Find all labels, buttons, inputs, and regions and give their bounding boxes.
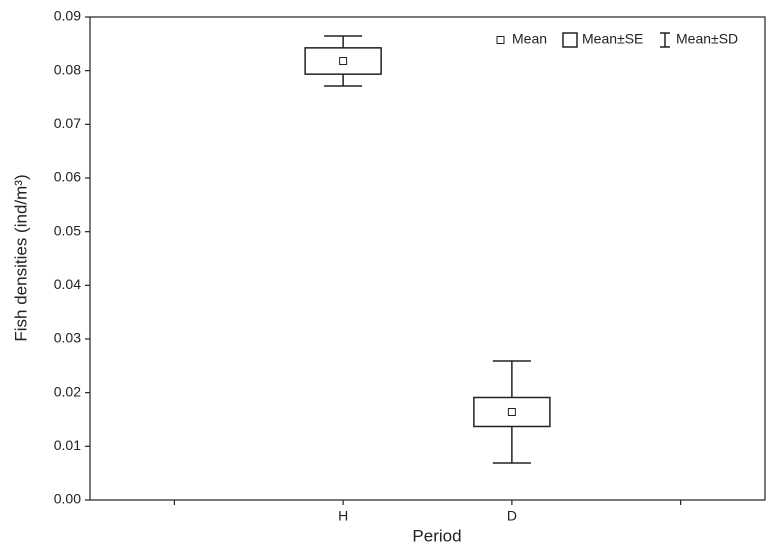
x-tick-label: D <box>507 508 517 524</box>
y-tick-label: 0.06 <box>54 169 81 185</box>
y-tick-label: 0.00 <box>54 491 81 507</box>
y-tick-label: 0.02 <box>54 383 81 399</box>
y-axis-title: Fish densities (ind/m³) <box>11 174 30 341</box>
legend-sd-icon <box>660 32 670 48</box>
y-tick-label: 0.09 <box>54 8 81 24</box>
y-tick-label: 0.08 <box>54 61 81 77</box>
y-tick-label: 0.01 <box>54 437 81 453</box>
y-tick-label: 0.05 <box>54 222 81 238</box>
y-tick-label: 0.07 <box>54 115 81 131</box>
plot-frame <box>89 16 766 501</box>
x-tick-label: H <box>338 508 348 524</box>
legend-label: Mean±SD <box>676 31 738 47</box>
mean-marker <box>507 407 516 416</box>
x-axis-title: Period <box>412 526 461 545</box>
y-tick-label: 0.04 <box>54 276 81 292</box>
y-tick-label: 0.03 <box>54 330 81 346</box>
legend-mean-icon <box>496 36 505 44</box>
legend-label: Mean±SE <box>582 31 643 47</box>
legend-se-icon <box>562 32 578 48</box>
legend-label: Mean <box>512 31 547 47</box>
mean-marker <box>339 57 348 66</box>
